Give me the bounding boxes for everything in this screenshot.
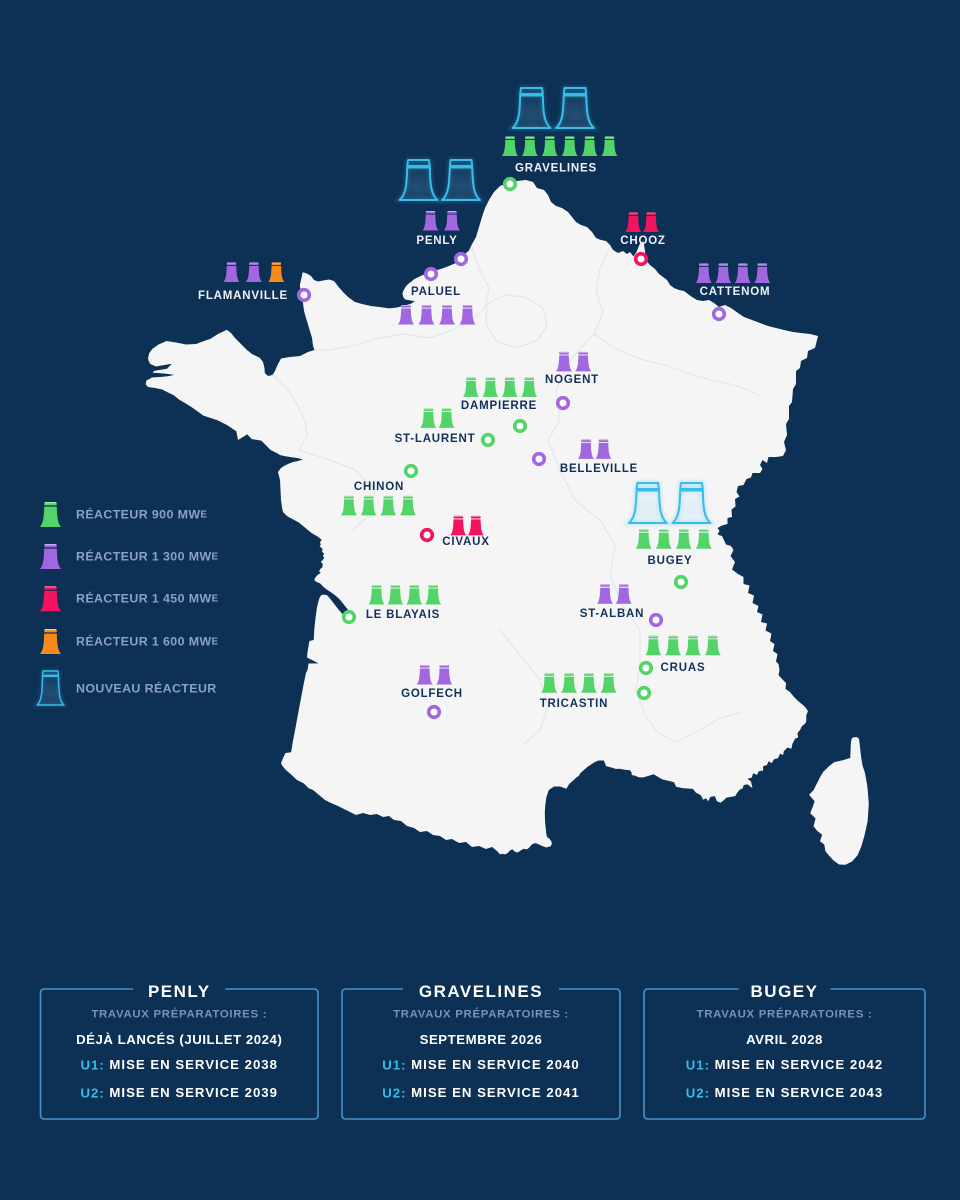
svg-text:CHINON: CHINON [354, 481, 404, 493]
svg-text:NOGENT: NOGENT [545, 374, 599, 386]
svg-text:CHOOZ: CHOOZ [620, 235, 666, 247]
svg-text:PALUEL: PALUEL [411, 286, 461, 298]
svg-text:LE BLAYAIS: LE BLAYAIS [366, 609, 440, 621]
svg-text:BUGEY: BUGEY [648, 555, 693, 567]
svg-text:U1: MISE EN SERVICE 2040: U1: MISE EN SERVICE 2040 [382, 1057, 579, 1072]
svg-text:TRAVAUX PRÉPARATOIRES :: TRAVAUX PRÉPARATOIRES : [91, 1008, 267, 1021]
svg-text:U1: MISE EN SERVICE 2042: U1: MISE EN SERVICE 2042 [686, 1057, 883, 1072]
svg-text:U2: MISE EN SERVICE 2041: U2: MISE EN SERVICE 2041 [382, 1085, 579, 1100]
svg-text:SEPTEMBRE 2026: SEPTEMBRE 2026 [420, 1032, 543, 1047]
svg-text:FLAMANVILLE: FLAMANVILLE [198, 290, 288, 302]
svg-text:GRAVELINES: GRAVELINES [515, 163, 597, 175]
svg-text:CRUAS: CRUAS [661, 662, 706, 674]
svg-text:AVRIL 2028: AVRIL 2028 [746, 1032, 823, 1047]
svg-text:ST-ALBAN: ST-ALBAN [580, 608, 645, 620]
svg-text:U1: MISE EN SERVICE 2038: U1: MISE EN SERVICE 2038 [81, 1057, 278, 1072]
svg-text:GRAVELINES: GRAVELINES [419, 982, 543, 1001]
svg-text:TRAVAUX PRÉPARATOIRES :: TRAVAUX PRÉPARATOIRES : [393, 1008, 569, 1021]
svg-text:RÉACTEUR 1 450 MWE: RÉACTEUR 1 450 MWE [76, 591, 219, 606]
svg-text:DAMPIERRE: DAMPIERRE [461, 400, 537, 412]
svg-text:TRICASTIN: TRICASTIN [540, 698, 609, 710]
svg-text:GOLFECH: GOLFECH [401, 688, 463, 700]
svg-text:U2: MISE EN SERVICE 2039: U2: MISE EN SERVICE 2039 [81, 1085, 278, 1100]
svg-text:RÉACTEUR 900 MWE: RÉACTEUR 900 MWE [76, 507, 207, 522]
svg-text:CIVAUX: CIVAUX [442, 536, 489, 548]
svg-text:U2: MISE EN SERVICE 2043: U2: MISE EN SERVICE 2043 [686, 1085, 883, 1100]
svg-text:BELLEVILLE: BELLEVILLE [560, 463, 638, 475]
svg-text:ST-LAURENT: ST-LAURENT [395, 433, 476, 445]
svg-text:RÉACTEUR 1 300 MWE: RÉACTEUR 1 300 MWE [76, 549, 219, 564]
svg-text:PENLY: PENLY [148, 982, 211, 1001]
svg-text:NOUVEAU RÉACTEUR: NOUVEAU RÉACTEUR [76, 681, 217, 696]
svg-text:TRAVAUX PRÉPARATOIRES :: TRAVAUX PRÉPARATOIRES : [697, 1008, 873, 1021]
svg-text:PENLY: PENLY [416, 235, 457, 247]
svg-text:BUGEY: BUGEY [751, 982, 819, 1001]
svg-text:CATTENOM: CATTENOM [700, 286, 771, 298]
svg-text:DÉJÀ LANCÉS (JUILLET 2024): DÉJÀ LANCÉS (JUILLET 2024) [76, 1032, 282, 1047]
svg-text:RÉACTEUR 1 600 MWE: RÉACTEUR 1 600 MWE [76, 634, 219, 649]
